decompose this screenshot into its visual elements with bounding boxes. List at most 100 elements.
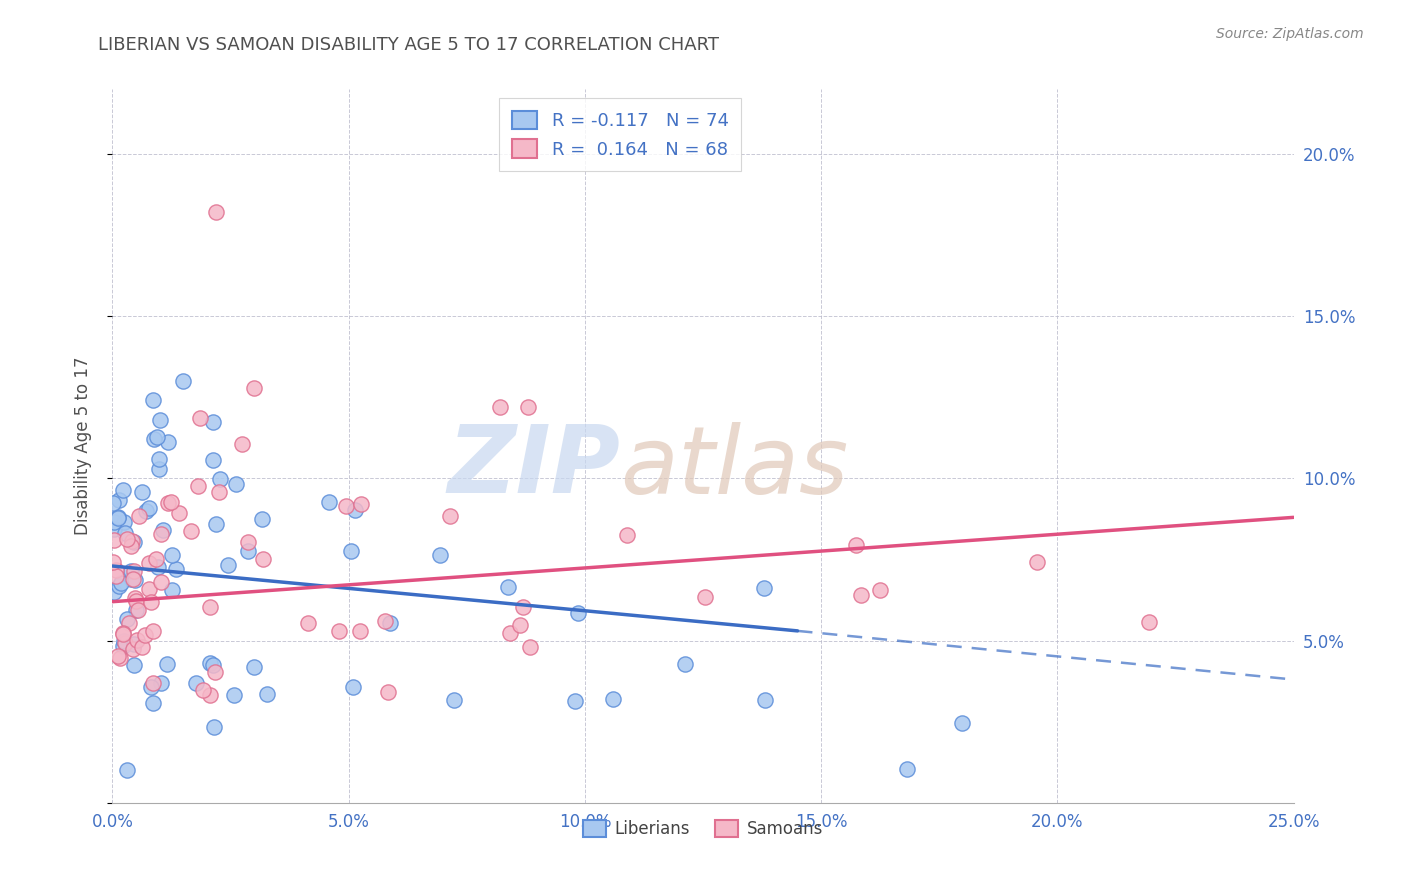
Point (110, 576, 132, 591)
Point (869, 582, 891, 597)
Point (124, 574, 146, 588)
Point (318, 495, 340, 509)
Point (950, 716, 973, 731)
Point (752, 581, 775, 595)
Point (112, 483, 135, 498)
Point (121, 533, 143, 548)
Point (160, 582, 183, 597)
Point (205, 205, 228, 219)
Point (443, 692, 465, 706)
Point (131, 484, 153, 499)
Point (125, 594, 148, 608)
Point (377, 685, 399, 699)
Point (120, 572, 142, 586)
Point (205, 517, 228, 532)
Point (107, 510, 129, 524)
Point (103, 515, 125, 529)
Point (489, 400, 512, 414)
Point (350, 497, 373, 511)
Point (107, 649, 129, 664)
Point (108, 579, 131, 593)
Point (105, 563, 128, 577)
Point (184, 676, 207, 690)
Point (138, 556, 160, 570)
Point (142, 392, 165, 407)
Text: atlas: atlas (620, 422, 849, 513)
Point (139, 594, 162, 608)
Point (142, 624, 165, 638)
Point (236, 544, 259, 558)
Point (602, 692, 624, 706)
Point (124, 564, 146, 578)
Point (139, 681, 162, 695)
Point (204, 665, 226, 679)
Text: Source: ZipAtlas.com: Source: ZipAtlas.com (1216, 27, 1364, 41)
Point (124, 603, 146, 617)
Point (122, 642, 145, 657)
Point (135, 504, 157, 518)
Y-axis label: Disability Age 5 to 17: Disability Age 5 to 17 (73, 357, 91, 535)
Point (231, 437, 253, 451)
Point (142, 676, 165, 690)
Point (224, 688, 246, 702)
Point (128, 508, 150, 523)
Point (499, 626, 522, 640)
Point (172, 374, 194, 388)
Point (101, 495, 124, 509)
Point (616, 528, 638, 542)
Point (340, 544, 363, 558)
Point (149, 676, 172, 690)
Point (496, 580, 519, 594)
Point (349, 624, 371, 638)
Point (149, 527, 172, 541)
Point (673, 657, 696, 672)
Point (142, 432, 165, 446)
Point (156, 496, 179, 510)
Point (131, 640, 153, 654)
Point (167, 506, 190, 520)
Point (115, 532, 138, 546)
Point (512, 600, 534, 615)
Point (112, 627, 135, 641)
Text: LIBERIAN VS SAMOAN DISABILITY AGE 5 TO 17 CORRELATION CHART: LIBERIAN VS SAMOAN DISABILITY AGE 5 TO 1… (98, 36, 720, 54)
Point (156, 434, 179, 449)
Point (114, 635, 136, 649)
Point (103, 522, 125, 536)
Point (115, 764, 138, 778)
Point (201, 658, 224, 673)
Point (148, 559, 170, 574)
Point (250, 511, 273, 525)
Point (297, 616, 319, 631)
Point (198, 656, 221, 670)
Point (138, 501, 160, 516)
Point (225, 477, 247, 491)
Point (509, 617, 531, 632)
Point (342, 680, 364, 694)
Point (519, 640, 541, 654)
Point (202, 720, 225, 734)
Point (115, 612, 138, 626)
Point (243, 659, 266, 673)
Point (439, 508, 461, 523)
Point (103, 533, 125, 548)
Point (328, 624, 350, 639)
Point (209, 472, 232, 486)
Point (112, 515, 135, 529)
Point (567, 606, 589, 620)
Point (243, 381, 266, 395)
Point (122, 534, 145, 549)
Point (374, 615, 396, 629)
Point (124, 591, 146, 605)
Point (104, 569, 127, 583)
Point (118, 616, 141, 631)
Point (335, 500, 357, 514)
Point (111, 626, 134, 640)
Point (1137, 615, 1160, 629)
Point (148, 451, 170, 466)
Point (849, 588, 872, 602)
Point (198, 600, 221, 615)
Point (188, 410, 211, 425)
Legend: Liberians, Samoans: Liberians, Samoans (576, 813, 830, 845)
Point (1025, 555, 1047, 569)
Point (114, 526, 136, 541)
